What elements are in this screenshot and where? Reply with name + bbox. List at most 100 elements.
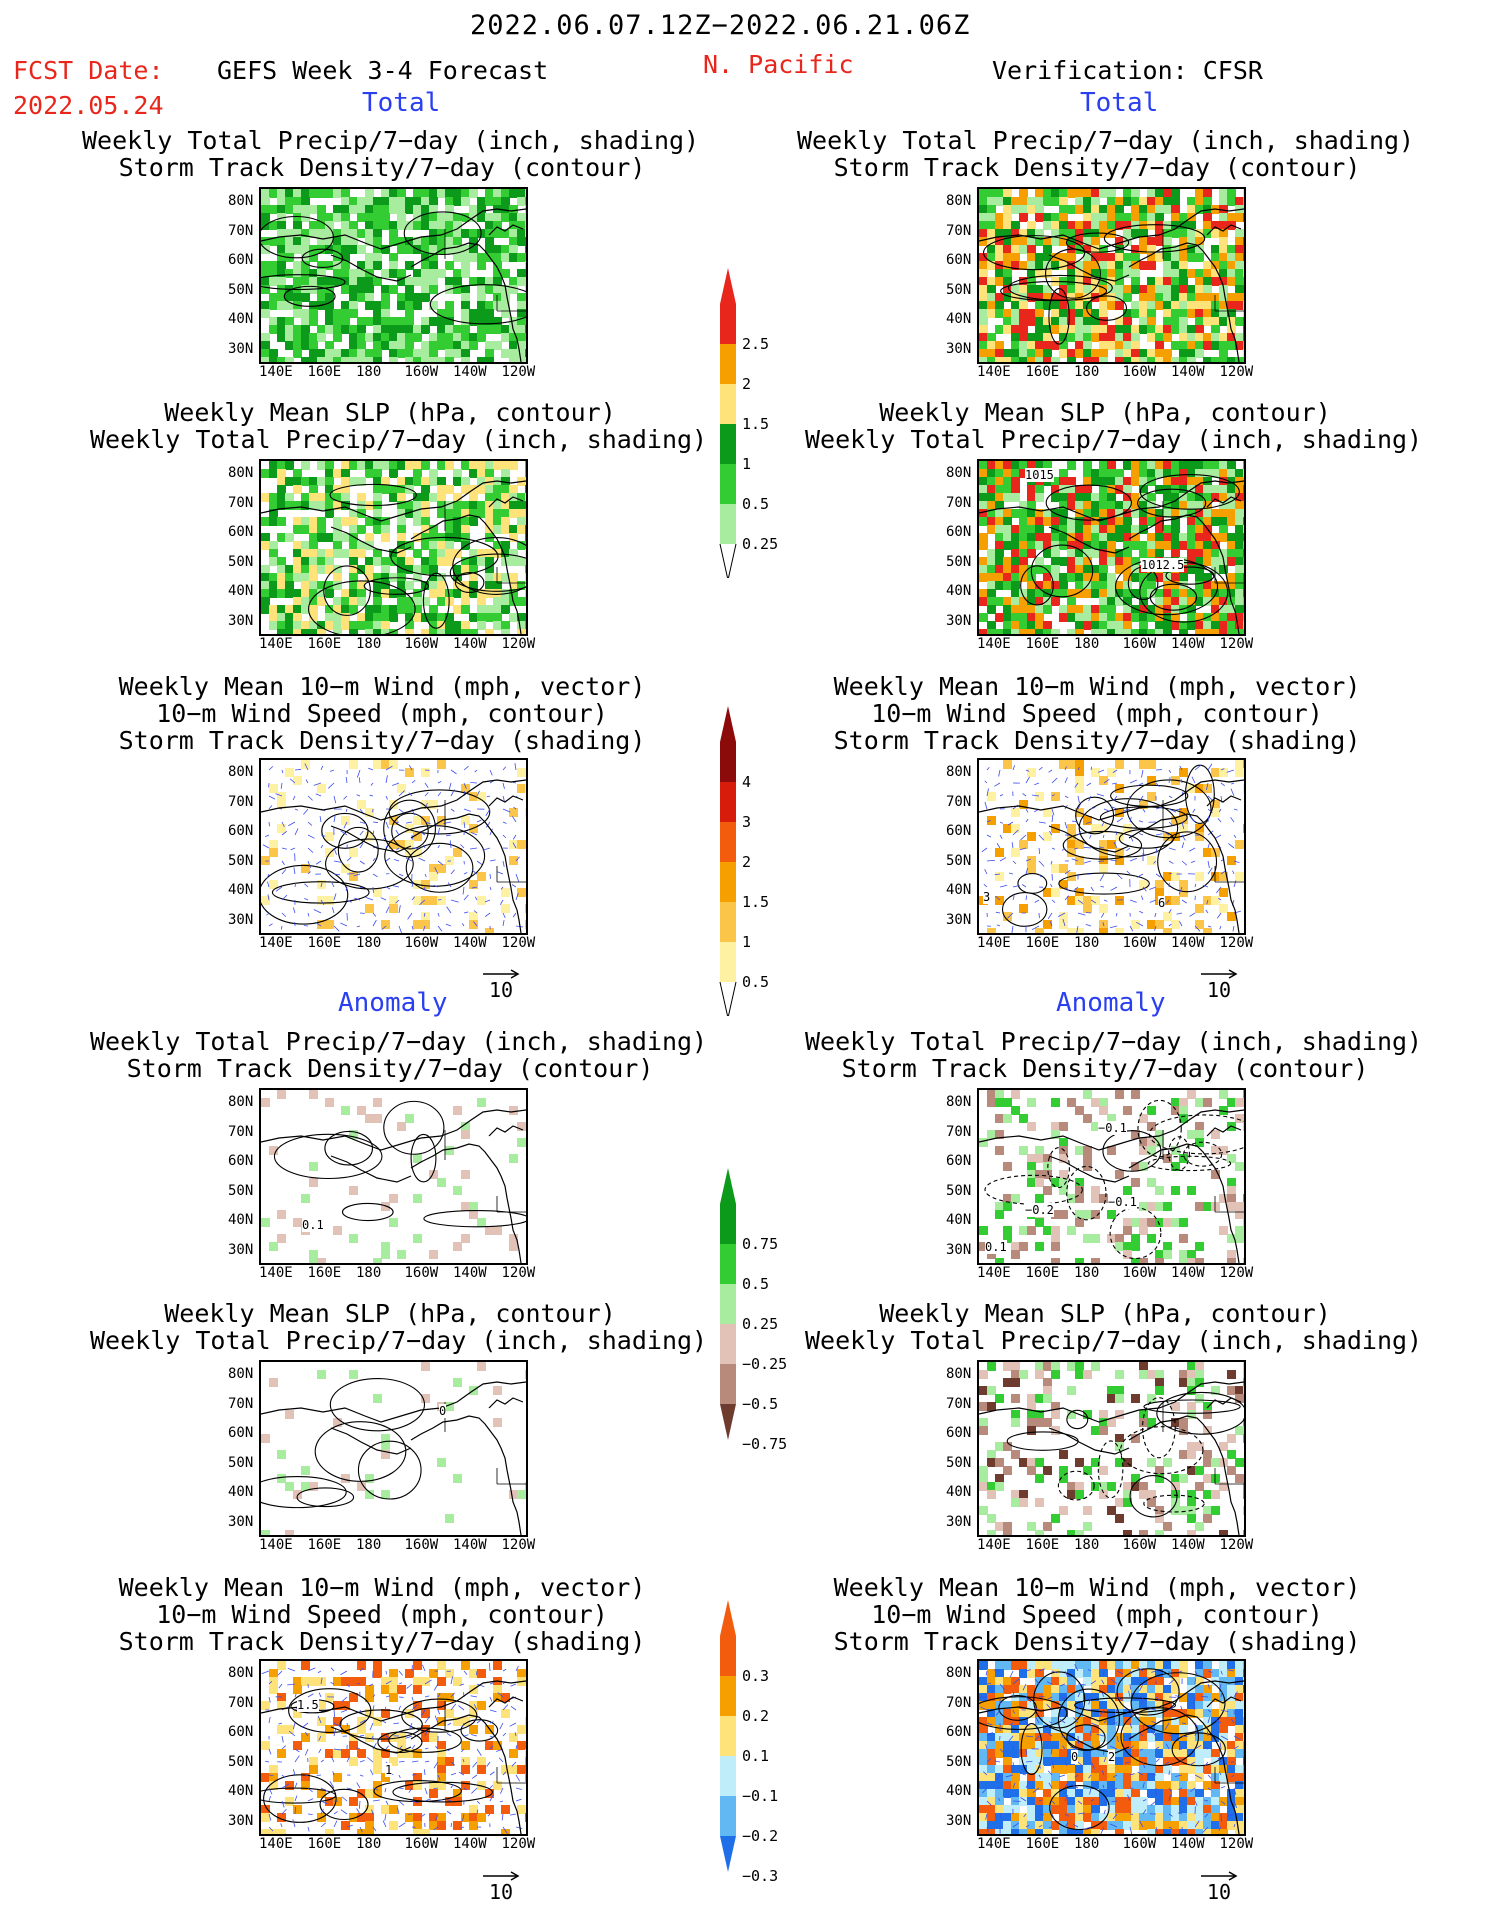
wind-vector bbox=[356, 1682, 361, 1685]
wind-vector bbox=[1219, 925, 1222, 930]
shading-cell bbox=[469, 581, 478, 590]
shading-cell bbox=[413, 493, 422, 502]
shading-cell bbox=[397, 1122, 406, 1131]
contour-line bbox=[339, 1709, 423, 1740]
shading-cell bbox=[1059, 477, 1068, 486]
wind-vector bbox=[317, 1670, 322, 1674]
shading-cell bbox=[1083, 1522, 1092, 1531]
shading-cell bbox=[1187, 509, 1196, 518]
shading-cell bbox=[317, 261, 326, 270]
contour-line bbox=[1130, 1672, 1226, 1735]
wind-vector bbox=[489, 769, 493, 776]
shading-cell bbox=[1115, 1661, 1124, 1670]
shading-cell bbox=[1195, 920, 1204, 929]
wind-vector bbox=[320, 844, 324, 849]
shading-cell bbox=[1083, 205, 1092, 214]
wind-vector bbox=[1038, 766, 1043, 771]
shading-cell bbox=[1003, 1757, 1012, 1766]
shading-cell bbox=[469, 1709, 478, 1718]
shading-cell bbox=[413, 469, 422, 478]
shading-cell bbox=[1163, 357, 1172, 362]
shading-cell bbox=[373, 205, 382, 214]
wind-vector bbox=[385, 795, 388, 800]
shading-cell bbox=[269, 517, 278, 526]
shading-cell bbox=[469, 253, 478, 262]
map-verif-total-precip-track bbox=[977, 187, 1246, 364]
shading-cell bbox=[1059, 1669, 1068, 1678]
shading-cell bbox=[1219, 245, 1228, 254]
shading-cell bbox=[461, 501, 470, 510]
shading-cell bbox=[1099, 1773, 1108, 1782]
shading-cell bbox=[437, 509, 446, 518]
shading-cell bbox=[333, 1773, 342, 1782]
shading-cell bbox=[1211, 1669, 1220, 1678]
shading-cell bbox=[1171, 1781, 1180, 1790]
wind-vector bbox=[398, 790, 405, 797]
shading-cell bbox=[1203, 309, 1212, 318]
shading-cell bbox=[1227, 1178, 1236, 1187]
shading-cell bbox=[1195, 1370, 1204, 1379]
shading-cell bbox=[461, 565, 470, 574]
shading-cell bbox=[1027, 1797, 1036, 1806]
shading-cell bbox=[269, 469, 278, 478]
shading-cell bbox=[1075, 309, 1084, 318]
wind-vector bbox=[463, 1787, 468, 1791]
shading-cell bbox=[357, 285, 366, 294]
shading-cell bbox=[1035, 461, 1044, 470]
wind-vector bbox=[398, 1822, 406, 1828]
shading-cell bbox=[1011, 597, 1020, 606]
shading-cell bbox=[309, 589, 318, 598]
shading-cell bbox=[269, 1781, 278, 1790]
shading-cell bbox=[525, 325, 526, 334]
wind-vector bbox=[450, 769, 457, 775]
shading-cell bbox=[453, 349, 462, 358]
shading-cell bbox=[317, 920, 326, 929]
shading-cell bbox=[1123, 1685, 1132, 1694]
shading-cell bbox=[1235, 1773, 1244, 1782]
wind-vector bbox=[510, 1683, 517, 1687]
shading-cell bbox=[341, 816, 350, 825]
shading-cell bbox=[317, 325, 326, 334]
wind-vector bbox=[499, 899, 504, 906]
wind-vector bbox=[1050, 883, 1053, 888]
contour-line bbox=[454, 572, 485, 594]
shading-cell bbox=[397, 477, 406, 486]
shading-cell bbox=[1035, 1178, 1044, 1187]
shading-cell bbox=[341, 621, 350, 630]
shading-cell bbox=[1235, 301, 1244, 310]
shading-cell bbox=[485, 341, 494, 350]
wind-vector bbox=[281, 1808, 287, 1815]
shading-cell bbox=[269, 605, 278, 614]
wind-vector bbox=[1181, 860, 1188, 866]
shading-cell bbox=[979, 1482, 988, 1491]
shading-cell bbox=[1203, 1514, 1212, 1523]
shading-cell bbox=[1099, 325, 1108, 334]
wind-vector bbox=[463, 765, 469, 771]
wind-vector bbox=[1155, 782, 1160, 787]
shading-cell bbox=[1083, 1781, 1092, 1790]
shading-cell bbox=[493, 253, 502, 262]
shading-cell bbox=[1091, 253, 1100, 262]
shading-cell bbox=[1243, 1701, 1244, 1710]
shading-cell bbox=[1043, 213, 1052, 222]
wind-vector bbox=[423, 1769, 426, 1776]
shading-cell bbox=[365, 293, 374, 302]
shading-cell bbox=[469, 469, 478, 478]
shading-cell bbox=[389, 229, 398, 238]
wind-vector bbox=[281, 912, 287, 918]
shading-cell bbox=[381, 333, 390, 342]
shading-cell bbox=[517, 333, 526, 342]
wind-vector bbox=[1011, 842, 1014, 849]
shading-cell bbox=[1083, 1701, 1092, 1710]
wind-vector bbox=[320, 899, 325, 906]
shading-cell bbox=[1219, 229, 1228, 238]
shading-cell bbox=[469, 920, 478, 929]
wind-vector bbox=[995, 911, 1001, 914]
shading-cell bbox=[461, 1765, 470, 1774]
shading-cell bbox=[381, 1250, 390, 1259]
shading-cell bbox=[1067, 824, 1076, 833]
shading-cell bbox=[1059, 1122, 1068, 1131]
shading-cell bbox=[301, 1482, 310, 1491]
shading-cell bbox=[1203, 1450, 1212, 1459]
wind-vector bbox=[1038, 821, 1046, 824]
